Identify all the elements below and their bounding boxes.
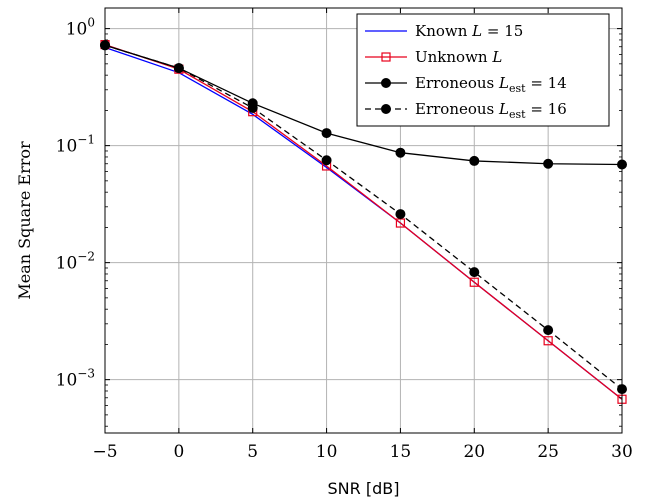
- legend-label: Erroneous Lest = 14: [415, 74, 567, 95]
- legend-entry: Erroneous Lest = 16: [365, 100, 567, 121]
- x-tick-label: −5: [92, 442, 117, 462]
- legend: Known L = 15 Unknown L Erroneous Lest = 14…: [356, 13, 610, 127]
- data-point: [543, 336, 553, 346]
- legend-marker: [381, 104, 391, 114]
- x-tick-label: 15: [390, 442, 412, 462]
- y-tick-label: 10−2: [56, 250, 95, 274]
- data-point: [543, 158, 554, 169]
- data-point: [543, 325, 554, 336]
- y-tick-label: 10−3: [56, 367, 95, 391]
- legend-label: Known L = 15: [415, 22, 523, 40]
- x-tick-label: 0: [173, 442, 184, 462]
- data-point: [173, 63, 184, 74]
- data-point: [469, 267, 480, 278]
- data-point: [321, 128, 332, 139]
- data-point: [395, 147, 406, 158]
- y-tick-label: 100: [66, 16, 95, 40]
- x-tick-label: 10: [316, 442, 338, 462]
- data-point: [469, 155, 480, 166]
- series-line: [104, 44, 623, 166]
- legend-box: [356, 13, 610, 127]
- y-axis-title: Mean Square Error: [15, 141, 34, 300]
- legend-entry: Erroneous Lest = 14: [365, 74, 567, 95]
- legend-label: Erroneous Lest = 16: [415, 100, 567, 121]
- x-tick-label: 20: [463, 442, 485, 462]
- data-point: [469, 277, 479, 287]
- data-point: [321, 155, 332, 166]
- data-point: [247, 102, 258, 113]
- legend-entry: Unknown L: [365, 48, 502, 66]
- series-line: [104, 44, 623, 390]
- x-tick-label: 30: [611, 442, 633, 462]
- x-axis-title: SNR [dB]: [328, 479, 400, 498]
- ticks: [104, 8, 623, 433]
- plot-frame: [104, 7, 623, 434]
- series-line: [104, 43, 623, 400]
- x-tick-label: 25: [537, 442, 559, 462]
- x-tick-label: 5: [247, 442, 258, 462]
- legend-label: Unknown L: [415, 48, 502, 66]
- series-layer: [100, 39, 627, 404]
- legend-marker: [381, 78, 391, 88]
- data-point: [395, 209, 406, 220]
- tick-labels: −5 0 5 10 15 20 25 30 100 10−1 10−2 10−3: [56, 16, 633, 462]
- legend-marker: [381, 52, 391, 62]
- y-tick-label: 10−1: [56, 133, 95, 157]
- legend-entry: Known L = 15: [365, 22, 523, 40]
